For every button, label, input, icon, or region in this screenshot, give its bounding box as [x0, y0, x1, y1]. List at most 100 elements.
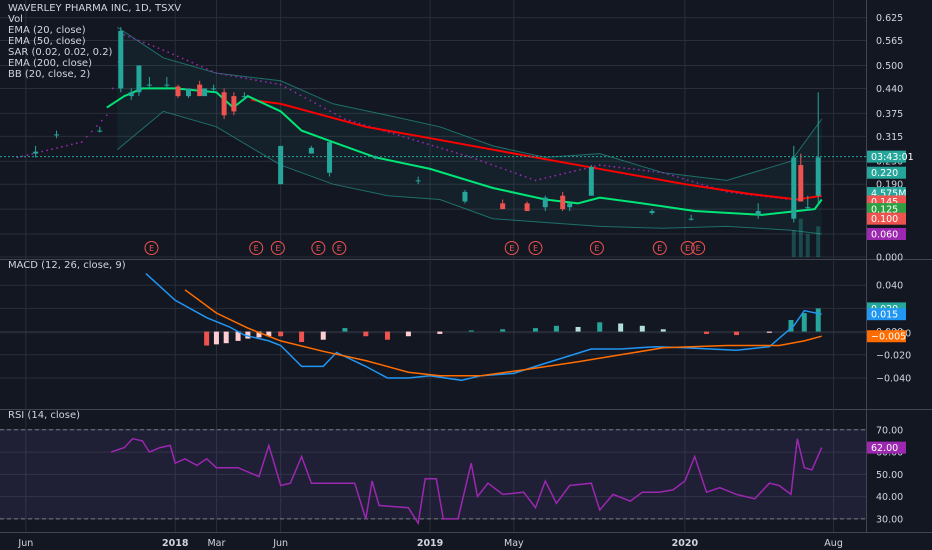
indicator-sar[interactable]: SAR (0.02, 0.02, 0.2)	[8, 47, 113, 58]
candle[interactable]	[327, 142, 333, 173]
x-tick-label: May	[504, 538, 524, 549]
volume-bar	[798, 218, 803, 257]
candle[interactable]	[688, 218, 694, 220]
candle[interactable]	[567, 203, 573, 208]
candle[interactable]	[415, 180, 421, 182]
sar-dot	[564, 172, 567, 175]
sar-dot	[31, 152, 34, 155]
sar-dot	[294, 91, 297, 94]
indicator-bb[interactable]: BB (20, close, 2)	[8, 69, 91, 80]
sar-dot	[319, 104, 322, 107]
candle[interactable]	[500, 203, 506, 210]
earnings-marker[interactable]	[249, 241, 264, 255]
rsi-title[interactable]: RSI (14, close)	[8, 410, 81, 421]
candle[interactable]	[649, 211, 655, 213]
price-price-tag	[867, 212, 906, 225]
candle[interactable]	[221, 92, 227, 116]
sar-dot	[304, 96, 307, 99]
rsi-legend: RSI (14, close)	[8, 410, 80, 421]
candle[interactable]	[278, 145, 284, 185]
earnings-marker[interactable]	[311, 241, 326, 255]
sar-dot	[46, 149, 48, 152]
sar-dot	[628, 167, 630, 170]
candle[interactable]	[373, 157, 379, 159]
earnings-marker[interactable]	[528, 241, 543, 255]
earnings-marker[interactable]	[332, 241, 347, 255]
candle[interactable]	[798, 165, 804, 202]
macd-histogram-bar	[734, 331, 740, 336]
sar-dot	[269, 81, 272, 84]
indicator-vol[interactable]: Vol	[8, 14, 23, 25]
sar-dot	[176, 55, 179, 58]
sar-dot	[157, 47, 160, 50]
indicator-ema20[interactable]: EMA (20, close)	[8, 25, 86, 36]
sar-dot	[544, 177, 547, 179]
candle[interactable]	[560, 195, 566, 210]
candle[interactable]	[97, 130, 103, 132]
earnings-marker[interactable]	[144, 241, 159, 255]
sar-dot	[642, 169, 645, 172]
candle[interactable]	[588, 166, 594, 196]
sar-dot	[167, 51, 170, 54]
candle[interactable]	[33, 151, 39, 154]
candle[interactable]	[815, 157, 821, 196]
candle[interactable]	[202, 88, 208, 97]
sar-dot	[633, 168, 635, 171]
candle[interactable]	[128, 92, 134, 97]
candle[interactable]	[164, 84, 170, 86]
earnings-marker-label: E	[657, 244, 662, 253]
candle[interactable]	[197, 84, 203, 97]
candle[interactable]	[146, 84, 152, 86]
earnings-marker[interactable]	[504, 241, 519, 255]
candle[interactable]	[462, 191, 468, 202]
sar-dot	[210, 70, 213, 72]
candle[interactable]	[805, 207, 811, 209]
candle[interactable]	[791, 157, 797, 219]
sar-dot	[186, 59, 189, 62]
candle[interactable]	[175, 86, 181, 97]
candle[interactable]	[755, 211, 761, 215]
macd-histogram-bar	[342, 328, 348, 332]
macd-title[interactable]: MACD (12, 26, close, 9)	[8, 260, 126, 271]
indicator-ema200[interactable]: EMA (200, close)	[8, 58, 92, 69]
sar-dot	[41, 150, 44, 153]
earnings-marker[interactable]	[691, 241, 706, 255]
earnings-marker[interactable]	[680, 241, 695, 255]
candle[interactable]	[118, 30, 124, 89]
price-y-tick-label: 0.000	[876, 253, 903, 264]
bb-fill	[117, 27, 822, 235]
price-y-tick-label: 0.625	[876, 13, 903, 24]
candle[interactable]	[231, 96, 237, 112]
indicator-ema50[interactable]: EMA (50, close)	[8, 36, 86, 47]
candle[interactable]	[524, 203, 530, 212]
rsi-y-tick-label: 70.00	[876, 425, 903, 436]
sar-dot	[417, 140, 419, 143]
candle[interactable]	[241, 96, 247, 98]
candle[interactable]	[54, 134, 60, 136]
sar-dot	[172, 53, 174, 56]
earnings-marker[interactable]	[589, 241, 604, 255]
sar-dot	[504, 168, 507, 171]
macd-histogram-bar	[468, 330, 474, 332]
sar-dot	[80, 141, 83, 143]
candle[interactable]	[542, 197, 548, 208]
sar-dot	[495, 165, 497, 168]
candle[interactable]	[185, 88, 191, 97]
candle[interactable]	[136, 65, 142, 93]
earnings-marker[interactable]	[652, 241, 667, 255]
earnings-marker-label: E	[685, 244, 690, 253]
candle[interactable]	[308, 147, 314, 154]
macd-price-tag-label: 0.015	[871, 310, 898, 321]
ema200-line	[251, 98, 822, 201]
candle[interactable]	[211, 88, 217, 90]
macd-histogram-bar	[553, 325, 559, 332]
sar-dot	[667, 173, 670, 176]
macd-price-tag	[867, 308, 906, 321]
sar-dot	[343, 118, 346, 120]
sar-dot	[240, 76, 243, 79]
earnings-marker[interactable]	[270, 241, 285, 255]
macd-histogram-bar	[213, 331, 219, 345]
sar-dot	[460, 153, 463, 156]
